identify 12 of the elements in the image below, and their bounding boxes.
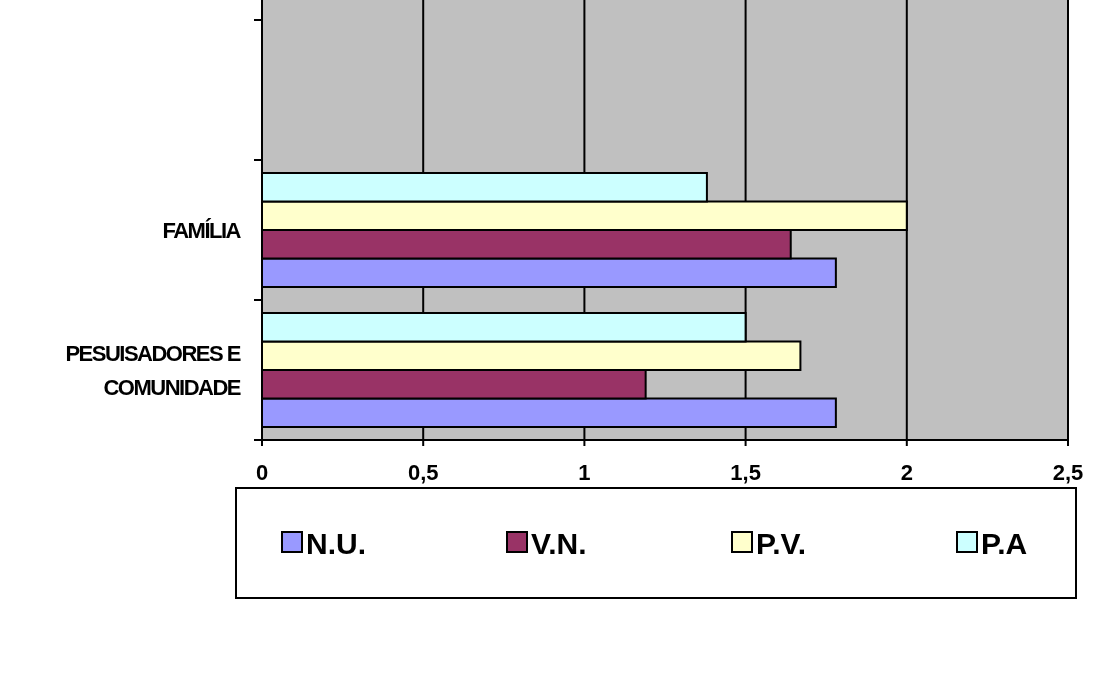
x-tick-label: 2 — [900, 460, 913, 485]
x-tick-label: 2,5 — [1052, 460, 1084, 485]
y-tick-label: PESUISADORES E COMUNIDADE — [65, 341, 241, 400]
x-tick-label: 0,5 — [407, 460, 439, 485]
x-tick-label: 1,5 — [730, 460, 761, 485]
legend-label: V.N. — [531, 527, 587, 560]
x-tick-label: 1 — [578, 460, 591, 485]
y-tick-label: FAMÍLIA — [162, 218, 242, 243]
legend-label: P.A — [981, 527, 1028, 560]
x-tick-label: 0 — [255, 460, 269, 485]
legend-label: N.U. — [306, 527, 366, 560]
legend-label: P.V. — [756, 527, 807, 560]
